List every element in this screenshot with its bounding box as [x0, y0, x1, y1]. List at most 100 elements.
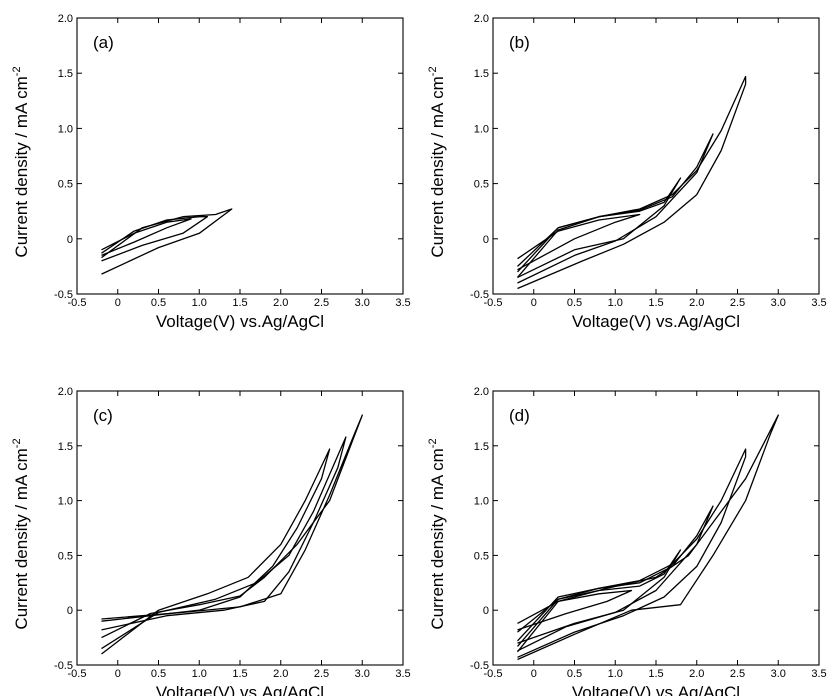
x-axis-label: Voltage(V) vs.Ag/AgCl: [572, 312, 740, 331]
chart-panel-c: -0.5 0 0.5 1.0 1.5 2.0 2.5 3.0 3.5 -0.5 0 0.5 1.0 1.5…: [11, 386, 411, 696]
y-tick-label: 1.5: [58, 68, 73, 80]
cv-curve-3: [101, 208, 233, 275]
panel-label: (d): [509, 406, 530, 425]
y-tick-label: -0.5: [54, 660, 73, 672]
cv-curve-2: [101, 436, 347, 650]
chart-panel-d: -0.5 0 0.5 1.0 1.5 2.0 2.5 3.0 3.5 -0.5 0 0.5 1.0 1.5…: [427, 386, 827, 696]
cv-curve-1: [517, 213, 641, 271]
y-tick-label: 1.5: [58, 441, 73, 453]
panel-label: (b): [509, 33, 530, 52]
x-tick-label: 1.0: [608, 297, 623, 309]
x-axis-label: Voltage(V) vs.Ag/AgCl: [156, 683, 324, 696]
y-tick-label: 0.5: [58, 550, 73, 562]
cv-curve-2: [517, 177, 682, 278]
x-tick-label: -0.5: [484, 668, 503, 680]
cv-curve-2: [517, 549, 682, 644]
y-axis-label: Current density / mA cm-2: [11, 438, 31, 629]
chart-panel-a: -0.5 0 0.5 1.0 1.5 2.0 2.5 3.0 3.5 -0.5 0 0.5 1.0 1.5…: [11, 13, 411, 331]
x-tick-label: 0.5: [151, 297, 166, 309]
x-tick-label: 3.5: [811, 297, 826, 309]
x-tick-label: 2.5: [314, 297, 329, 309]
x-tick-label: 3.5: [395, 297, 410, 309]
x-tick-label: -0.5: [68, 668, 87, 680]
y-tick-label: 1.0: [474, 123, 489, 135]
x-tick-label: 1.0: [192, 668, 207, 680]
x-tick-label: 0: [531, 668, 537, 680]
plot-frame: [76, 390, 404, 666]
x-tick-label: 0: [115, 668, 121, 680]
y-axis-label-sup: -2: [427, 66, 439, 76]
y-tick-label: 0.5: [474, 550, 489, 562]
x-tick-label: 3.5: [395, 668, 410, 680]
x-tick-label: 1.5: [648, 297, 663, 309]
x-tick-label: 2.0: [273, 297, 288, 309]
x-tick-label: 3.5: [811, 668, 826, 680]
y-axis-label: Current density / mA cm-2: [427, 438, 447, 629]
x-tick-label: 2.5: [730, 668, 745, 680]
x-tick-label: 1.0: [608, 668, 623, 680]
y-tick-label: -0.5: [470, 660, 489, 672]
y-axis-label-main: Current density / mA cm: [428, 76, 447, 257]
x-tick-label: 1.5: [232, 668, 247, 680]
cv-curve-2: [101, 216, 209, 262]
cv-curve-4: [517, 448, 747, 658]
x-tick-label: 2.0: [689, 668, 704, 680]
y-axis-label-main: Current density / mA cm: [12, 76, 31, 257]
y-tick-label: 0.5: [58, 179, 73, 191]
x-tick-label: 3.0: [355, 668, 370, 680]
x-axis-label: Voltage(V) vs.Ag/AgCl: [572, 683, 740, 696]
y-axis-label-main: Current density / mA cm: [12, 448, 31, 629]
y-axis-label-main: Current density / mA cm: [428, 448, 447, 629]
y-tick-label: 2.0: [474, 386, 489, 398]
x-tick-label: 2.5: [314, 668, 329, 680]
cv-curve-1: [101, 448, 331, 655]
y-tick-label: 0: [67, 234, 73, 246]
y-axis-label-sup: -2: [427, 438, 439, 448]
y-tick-label: 1.0: [474, 496, 489, 508]
y-tick-label: 1.5: [474, 68, 489, 80]
y-axis-label-sup: -2: [11, 66, 23, 76]
x-tick-label: 0.5: [151, 668, 166, 680]
y-tick-label: -0.5: [54, 289, 73, 301]
x-tick-label: 0: [531, 297, 537, 309]
y-axis-label: Current density / mA cm-2: [427, 66, 447, 257]
x-tick-label: 1.5: [232, 297, 247, 309]
x-tick-label: -0.5: [484, 297, 503, 309]
x-tick-label: 2.5: [730, 297, 745, 309]
x-tick-label: -0.5: [68, 297, 87, 309]
y-tick-label: 2.0: [58, 386, 73, 398]
panel-label: (a): [93, 33, 114, 52]
cv-curve-3: [101, 414, 363, 639]
y-tick-label: 2.0: [474, 13, 489, 25]
plot-frame: [492, 17, 820, 295]
y-axis-label: Current density / mA cm-2: [11, 66, 31, 257]
x-tick-label: 3.0: [771, 668, 786, 680]
x-axis-label: Voltage(V) vs.Ag/AgCl: [156, 312, 324, 331]
panel-label: (c): [93, 406, 113, 425]
chart-panel-b: -0.5 0 0.5 1.0 1.5 2.0 2.5 3.0 3.5 -0.5 0 0.5 1.0 1.5…: [427, 13, 827, 331]
cv-curve-1: [101, 218, 192, 257]
x-tick-label: 2.0: [273, 668, 288, 680]
x-tick-label: 0: [115, 297, 121, 309]
y-tick-label: 2.0: [58, 13, 73, 25]
y-tick-label: 1.0: [58, 496, 73, 508]
y-tick-label: 0: [483, 605, 489, 617]
x-tick-label: 0.5: [567, 297, 582, 309]
cv-curve-3: [517, 133, 714, 284]
x-tick-label: 3.0: [771, 297, 786, 309]
x-tick-label: 2.0: [689, 297, 704, 309]
y-tick-label: 1.0: [58, 123, 73, 135]
y-tick-label: 0: [67, 605, 73, 617]
y-axis-label-sup: -2: [11, 438, 23, 448]
x-tick-label: 0.5: [567, 668, 582, 680]
y-tick-label: 0: [483, 234, 489, 246]
x-tick-label: 3.0: [355, 297, 370, 309]
plot-frame: [76, 17, 404, 295]
y-tick-label: 1.5: [474, 441, 489, 453]
x-tick-label: 1.5: [648, 668, 663, 680]
x-tick-label: 1.0: [192, 297, 207, 309]
y-tick-label: 0.5: [474, 179, 489, 191]
y-tick-label: -0.5: [470, 289, 489, 301]
cv-curve-5: [516, 414, 779, 661]
